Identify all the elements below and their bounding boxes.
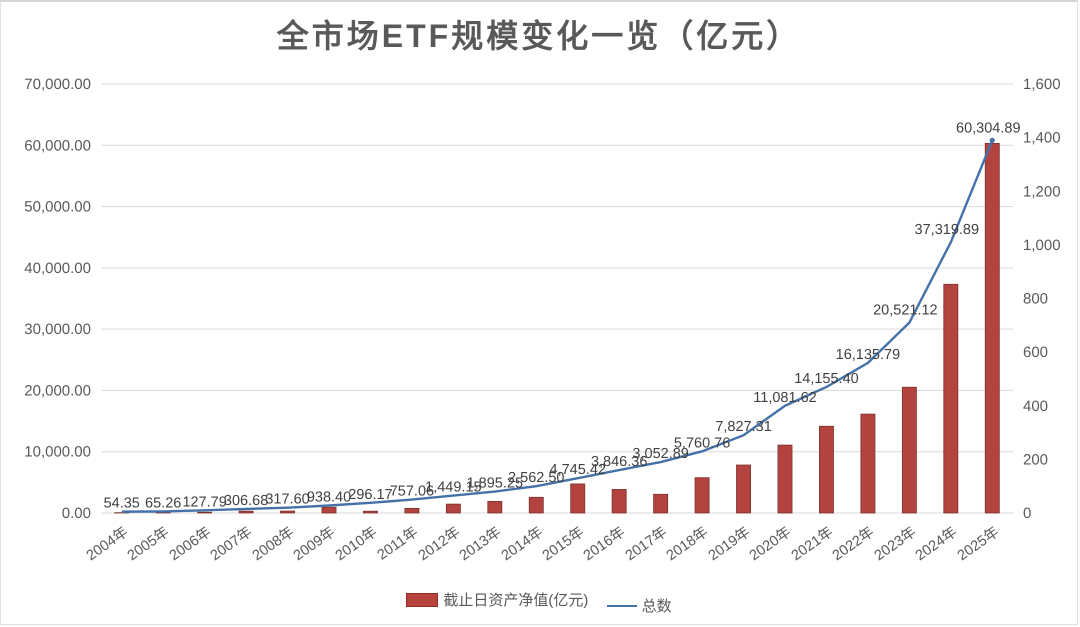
svg-text:20,521.12: 20,521.12	[873, 303, 938, 319]
svg-text:938.40: 938.40	[307, 489, 351, 505]
svg-text:30,000.00: 30,000.00	[24, 321, 91, 338]
svg-text:5,760.76: 5,760.76	[674, 435, 730, 451]
svg-text:317.60: 317.60	[265, 492, 309, 508]
svg-text:1,000: 1,000	[1023, 237, 1061, 254]
svg-text:14,155.40: 14,155.40	[794, 371, 859, 387]
svg-text:1,400: 1,400	[1023, 130, 1061, 147]
svg-text:50,000.00: 50,000.00	[24, 199, 91, 216]
svg-text:800: 800	[1023, 291, 1048, 308]
svg-text:54.35: 54.35	[104, 496, 140, 512]
svg-text:127.79: 127.79	[182, 494, 226, 510]
svg-text:0.00: 0.00	[62, 505, 91, 522]
svg-text:296.17: 296.17	[348, 487, 392, 503]
svg-text:70,000.00: 70,000.00	[24, 76, 91, 93]
svg-text:16,135.79: 16,135.79	[836, 347, 901, 363]
svg-text:60,000.00: 60,000.00	[24, 137, 91, 154]
svg-text:20,000.00: 20,000.00	[24, 382, 91, 399]
svg-text:400: 400	[1023, 398, 1048, 415]
svg-text:65.26: 65.26	[145, 495, 181, 511]
svg-text:60,304.89: 60,304.89	[956, 120, 1021, 136]
svg-text:600: 600	[1023, 344, 1048, 361]
svg-text:200: 200	[1023, 451, 1048, 468]
svg-text:40,000.00: 40,000.00	[24, 260, 91, 277]
svg-text:1,600: 1,600	[1023, 76, 1061, 93]
svg-text:37,319.89: 37,319.89	[915, 222, 980, 238]
svg-text:1,200: 1,200	[1023, 183, 1061, 200]
svg-text:306.68: 306.68	[224, 493, 268, 509]
svg-text:11,081.62: 11,081.62	[753, 390, 816, 406]
svg-text:10,000.00: 10,000.00	[24, 444, 91, 461]
svg-text:7,827.31: 7,827.31	[715, 419, 771, 435]
svg-text:0: 0	[1023, 505, 1031, 522]
